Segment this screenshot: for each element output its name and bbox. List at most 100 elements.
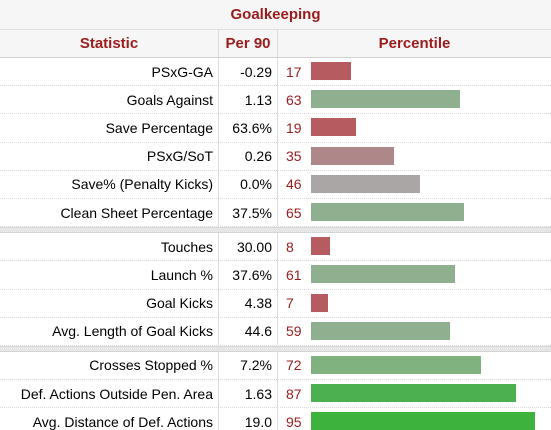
per90-value: 37.6% [219,261,278,289]
percentile-bar-track [311,146,547,165]
per90-value: 1.63 [219,380,278,408]
table-row: Launch % 37.6% 61 [0,261,551,290]
percentile-value: 19 [286,119,302,136]
per90-value: 44.6 [219,317,278,345]
header-per90[interactable]: Per 90 [219,30,278,57]
section-divider [0,227,551,234]
stat-label: Def. Actions Outside Pen. Area [0,380,219,408]
table-row: Clean Sheet Percentage 37.5% 65 [0,198,551,228]
percentile-value: 59 [286,323,302,340]
percentile-bar-track [311,384,547,403]
percentile-cell: 8 [278,233,551,260]
stat-label: Clean Sheet Percentage [0,198,219,227]
table-title: Goalkeeping [0,0,551,30]
percentile-cell: 35 [278,143,551,170]
per90-value: -0.29 [219,58,278,86]
percentile-cell: 72 [278,352,551,379]
stat-label: Goals Against [0,86,219,114]
stat-label: Crosses Stopped % [0,351,219,380]
table-row: Touches 30.00 8 [0,233,551,262]
per90-value: 7.2% [219,351,278,380]
percentile-bar [311,265,455,284]
per90-value: 30.00 [219,233,278,261]
percentile-value: 8 [286,238,294,255]
per90-value: 0.26 [219,142,278,170]
stat-label: Touches [0,233,219,261]
percentile-bar-track [311,202,547,221]
percentile-cell: 19 [278,114,551,141]
percentile-bar-track [311,355,547,374]
stat-label: Save% (Penalty Kicks) [0,170,219,198]
table-row: Save% (Penalty Kicks) 0.0% 46 [0,170,551,199]
percentile-cell: 63 [278,86,551,113]
per90-value: 4.38 [219,289,278,317]
percentile-cell: 59 [278,318,551,345]
table-row: PSxG/SoT 0.26 35 [0,142,551,171]
stat-label: PSxG-GA [0,58,219,86]
percentile-value: 7 [286,295,294,312]
percentile-bar [311,202,465,221]
stat-label: Launch % [0,261,219,289]
percentile-bar [311,146,394,165]
percentile-bar-track [311,174,547,193]
stat-label: Avg. Length of Goal Kicks [0,317,219,345]
table-row: Avg. Distance of Def. Actions 19.0 95 [0,408,551,430]
stat-label: Save Percentage [0,114,219,142]
percentile-bar [311,321,451,340]
percentile-bar-track [311,62,547,80]
per90-value: 37.5% [219,198,278,227]
stat-label: PSxG/SoT [0,142,219,170]
percentile-bar [311,118,356,137]
table-row: Crosses Stopped % 7.2% 72 [0,351,551,381]
percentile-bar-track [311,90,547,109]
percentile-value: 95 [286,413,302,430]
percentile-value: 61 [286,266,302,283]
percentile-cell: 87 [278,380,551,407]
table-row: Save Percentage 63.6% 19 [0,114,551,143]
percentile-bar [311,355,481,374]
per90-value: 63.6% [219,114,278,142]
table-row: Avg. Length of Goal Kicks 44.6 59 [0,317,551,346]
percentile-bar-track [311,412,547,430]
percentile-bar [311,174,420,193]
per90-value: 19.0 [219,408,278,430]
percentile-cell: 7 [278,290,551,317]
percentile-bar [311,384,517,403]
percentile-value: 17 [286,63,302,80]
percentile-cell: 46 [278,171,551,198]
percentile-bar [311,293,328,312]
percentile-bar-track [311,237,547,256]
header-percentile[interactable]: Percentile [378,35,451,52]
percentile-bar-track [311,293,547,312]
percentile-value: 46 [286,176,302,193]
section-divider [0,345,551,352]
rows-container: PSxG-GA -0.29 17 Goals Against 1.13 63 Save Pe… [0,58,551,430]
percentile-cell: 95 [278,408,551,430]
percentile-cell: 17 [278,58,551,85]
stat-label: Avg. Distance of Def. Actions [0,408,219,430]
table-row: Goals Against 1.13 63 [0,86,551,115]
percentile-value: 72 [286,357,302,374]
table-row: PSxG-GA -0.29 17 [0,58,551,87]
percentile-value: 63 [286,91,302,108]
per90-value: 1.13 [219,86,278,114]
table-row: Goal Kicks 4.38 7 [0,289,551,318]
percentile-bar [311,237,330,256]
percentile-bar [311,412,536,430]
percentile-bar [311,62,352,80]
percentile-value: 65 [286,204,302,221]
stat-label: Goal Kicks [0,289,219,317]
percentile-value: 87 [286,385,302,402]
table-row: Def. Actions Outside Pen. Area 1.63 87 [0,380,551,409]
per90-value: 0.0% [219,170,278,198]
header-row: Statistic Per 90 Percentile [0,30,551,58]
percentile-bar-track [311,265,547,284]
percentile-bar-track [311,118,547,137]
percentile-bar [311,90,460,109]
percentile-cell: 65 [278,199,551,226]
header-statistic[interactable]: Statistic [0,30,219,57]
percentile-value: 35 [286,148,302,165]
percentile-cell: 61 [278,261,551,288]
percentile-bar-track [311,321,547,340]
